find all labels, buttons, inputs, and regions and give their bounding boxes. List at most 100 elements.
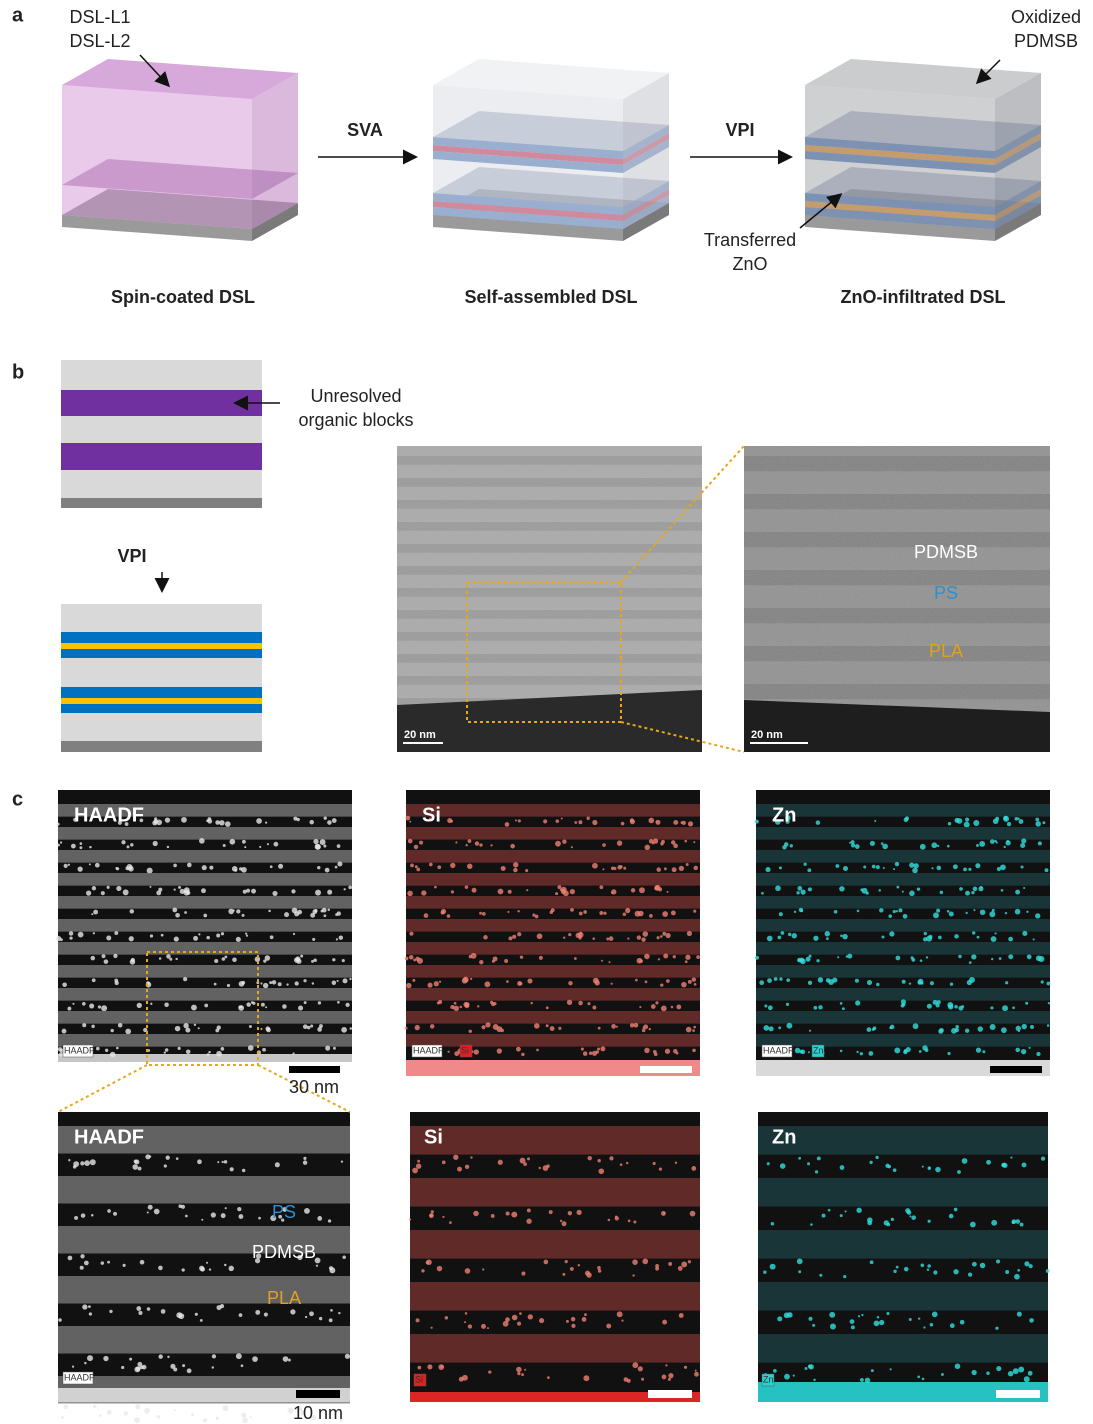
spot	[249, 1025, 252, 1028]
spot	[592, 820, 597, 825]
spot	[479, 912, 482, 915]
spot	[224, 1160, 227, 1163]
spot	[826, 937, 829, 940]
spot	[921, 1264, 925, 1268]
spot	[451, 890, 454, 893]
spot	[337, 1001, 340, 1004]
tag: HAADF	[64, 1045, 95, 1055]
spot	[246, 935, 248, 937]
spot	[560, 1220, 562, 1222]
spot	[174, 1409, 176, 1411]
scalebar	[648, 1390, 692, 1398]
spot	[1033, 938, 1035, 940]
spot	[846, 955, 848, 957]
spot	[909, 863, 914, 868]
spot	[843, 866, 848, 871]
spot	[193, 936, 198, 941]
spot	[592, 1006, 596, 1010]
front-face	[433, 85, 623, 229]
spot	[138, 1167, 142, 1171]
spot	[638, 1366, 643, 1371]
spot	[597, 1047, 600, 1050]
spot	[310, 1024, 313, 1027]
spot	[465, 885, 469, 889]
spot	[313, 958, 317, 962]
band	[406, 873, 700, 886]
band	[756, 896, 1050, 909]
spot	[932, 1312, 938, 1318]
spot	[474, 1049, 479, 1054]
spot	[523, 1162, 527, 1166]
spot	[520, 955, 523, 958]
spot	[1022, 1162, 1027, 1167]
spot	[642, 1029, 646, 1033]
tag: Si	[461, 1045, 469, 1055]
spot	[84, 1362, 86, 1364]
spot	[232, 957, 237, 962]
spot	[896, 886, 899, 889]
spot	[642, 931, 648, 937]
spot	[901, 1004, 905, 1008]
spot	[947, 910, 950, 913]
spot	[867, 980, 872, 985]
spot	[968, 1272, 972, 1276]
spot	[295, 981, 299, 985]
spot	[909, 891, 915, 897]
spot	[694, 983, 697, 986]
band	[758, 1178, 1048, 1207]
band	[406, 804, 700, 817]
spot	[90, 1159, 96, 1165]
spot	[1001, 889, 1004, 892]
spot	[64, 864, 68, 868]
spot	[1021, 865, 1024, 868]
spot	[222, 1161, 224, 1163]
spot	[223, 844, 226, 847]
spot	[84, 1261, 89, 1266]
spot	[221, 932, 224, 935]
spot	[450, 863, 455, 868]
pla-layer	[61, 698, 262, 704]
spot	[930, 1323, 933, 1326]
spot	[134, 1159, 139, 1164]
spot	[819, 1274, 822, 1277]
spot	[91, 1214, 94, 1217]
spot	[986, 1160, 991, 1165]
spot	[224, 955, 227, 958]
spot	[955, 1025, 958, 1028]
spot	[344, 888, 346, 890]
spot	[793, 1375, 795, 1377]
spot	[93, 910, 98, 915]
spot	[936, 909, 940, 913]
spot	[755, 820, 759, 824]
spot	[679, 866, 684, 871]
spot	[515, 819, 517, 821]
spot	[272, 891, 277, 896]
spot	[561, 817, 563, 819]
spot	[408, 839, 413, 844]
spot	[686, 1027, 692, 1033]
spot	[693, 841, 695, 843]
spot	[890, 1368, 892, 1370]
spot	[681, 982, 687, 988]
spot	[429, 863, 433, 867]
spot	[990, 839, 995, 844]
spot	[1042, 821, 1045, 824]
spot	[800, 889, 805, 894]
spot	[644, 954, 650, 960]
spot	[566, 1320, 569, 1323]
spot	[673, 955, 676, 958]
spot	[922, 1166, 924, 1168]
spot	[89, 1004, 94, 1009]
spot	[109, 1310, 112, 1313]
map-title: Zn	[772, 804, 796, 826]
spot	[184, 911, 187, 914]
spot	[207, 819, 212, 824]
spot	[840, 1002, 843, 1005]
spot	[201, 1219, 203, 1221]
spot	[527, 1157, 530, 1160]
spot	[665, 1049, 670, 1054]
spot	[258, 1217, 261, 1220]
spot	[454, 1002, 457, 1005]
spot	[68, 864, 70, 866]
spot	[130, 909, 134, 913]
